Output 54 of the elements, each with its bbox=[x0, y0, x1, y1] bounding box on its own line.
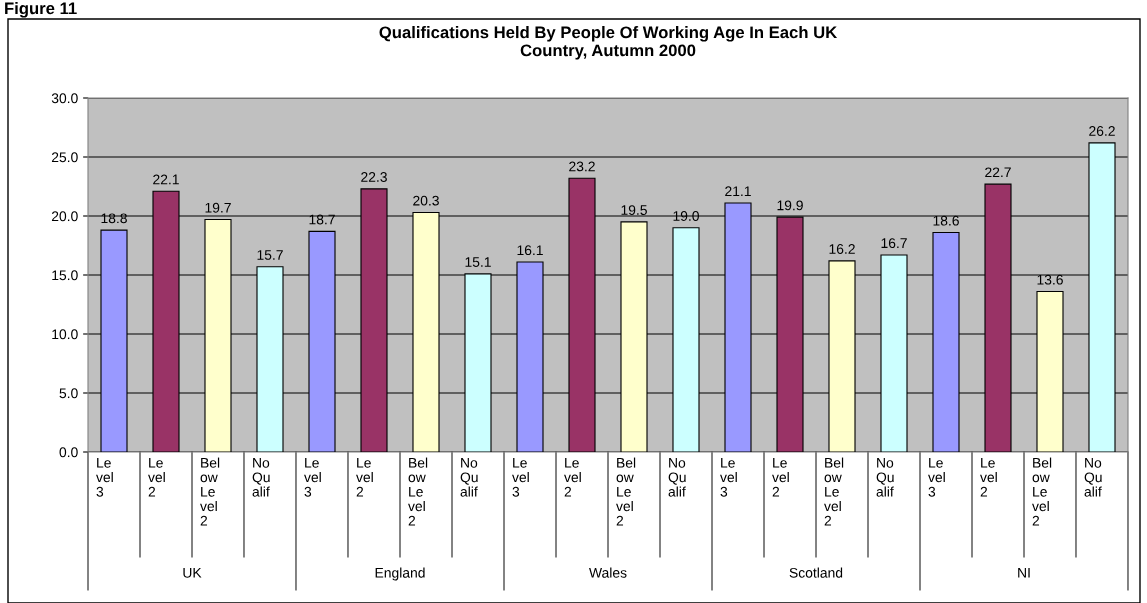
data-label: 15.1 bbox=[465, 257, 491, 267]
x-tick-label: Le vel 2 bbox=[564, 458, 581, 497]
x-tick-label: Bel ow Le vel 2 bbox=[616, 457, 636, 526]
x-tick-label: No Qu alif bbox=[460, 458, 478, 497]
x-tick-label: Bel ow Le vel 2 bbox=[408, 457, 428, 526]
data-label: 16.2 bbox=[829, 244, 855, 254]
data-label: 16.1 bbox=[517, 245, 543, 256]
x-tick-label: Le vel 2 bbox=[980, 458, 997, 497]
data-label: 22.7 bbox=[985, 167, 1011, 178]
data-label: 19.0 bbox=[673, 211, 699, 221]
x-tick-label: Le vel 3 bbox=[512, 458, 529, 497]
data-label: 19.7 bbox=[205, 202, 231, 213]
data-label: 26.2 bbox=[1089, 126, 1115, 136]
y-tick-label: 20.0 bbox=[51, 211, 78, 222]
data-label: 23.2 bbox=[569, 161, 595, 172]
data-label: 21.1 bbox=[725, 186, 751, 196]
x-tick-label: Le vel 3 bbox=[720, 458, 737, 497]
data-label: 22.1 bbox=[153, 174, 179, 185]
data-label: 15.7 bbox=[257, 250, 283, 260]
data-label: 19.5 bbox=[621, 205, 647, 215]
x-tick-label: No Qu alif bbox=[252, 458, 270, 497]
data-label: 16.7 bbox=[881, 238, 907, 249]
data-label: 19.9 bbox=[777, 200, 803, 211]
y-tick-label: 30.0 bbox=[51, 93, 78, 104]
x-tick-label: Le vel 3 bbox=[96, 458, 113, 497]
y-tick-label: 25.0 bbox=[51, 152, 78, 163]
y-tick-label: 15.0 bbox=[52, 270, 78, 281]
data-label: 18.7 bbox=[309, 214, 335, 225]
text: NI bbox=[1018, 568, 1030, 578]
x-tick-label: Bel ow Le vel 2 bbox=[1032, 457, 1052, 526]
data-label: 22.3 bbox=[361, 172, 387, 182]
x-tick-label: Le vel 3 bbox=[304, 458, 321, 497]
x-tick-label: No Qu alif bbox=[1084, 458, 1102, 497]
y-tick-label: 0.0 bbox=[59, 447, 78, 458]
x-tick-label: No Qu alif bbox=[876, 458, 894, 497]
text: Scotland bbox=[789, 567, 843, 578]
x-tick-label: Le vel 2 bbox=[148, 458, 165, 497]
data-label: 13.6 bbox=[1037, 274, 1063, 285]
x-tick-label: Le vel 2 bbox=[356, 458, 373, 497]
y-tick-label: 5.0 bbox=[59, 388, 78, 399]
chart-title: Qualifications Held By People Of Working Age In Each UK Country, Autumn 2000 bbox=[379, 26, 838, 60]
x-tick-label: Le vel 3 bbox=[928, 458, 945, 497]
data-label: 18.8 bbox=[101, 213, 127, 224]
x-tick-label: Bel ow Le vel 2 bbox=[824, 457, 844, 526]
x-tick-label: Le vel 2 bbox=[772, 458, 789, 497]
x-tick-label: No Qu alif bbox=[668, 458, 686, 497]
caption: Figure 11 bbox=[5, 2, 77, 18]
text: UK bbox=[183, 568, 202, 578]
text: Wales bbox=[589, 567, 627, 578]
text: England bbox=[375, 567, 425, 581]
y-tick-label: 10.0 bbox=[52, 329, 78, 340]
data-label: 18.6 bbox=[933, 215, 959, 226]
x-tick-label: Bel ow Le vel 2 bbox=[200, 457, 220, 526]
data-label: 20.3 bbox=[413, 195, 439, 206]
